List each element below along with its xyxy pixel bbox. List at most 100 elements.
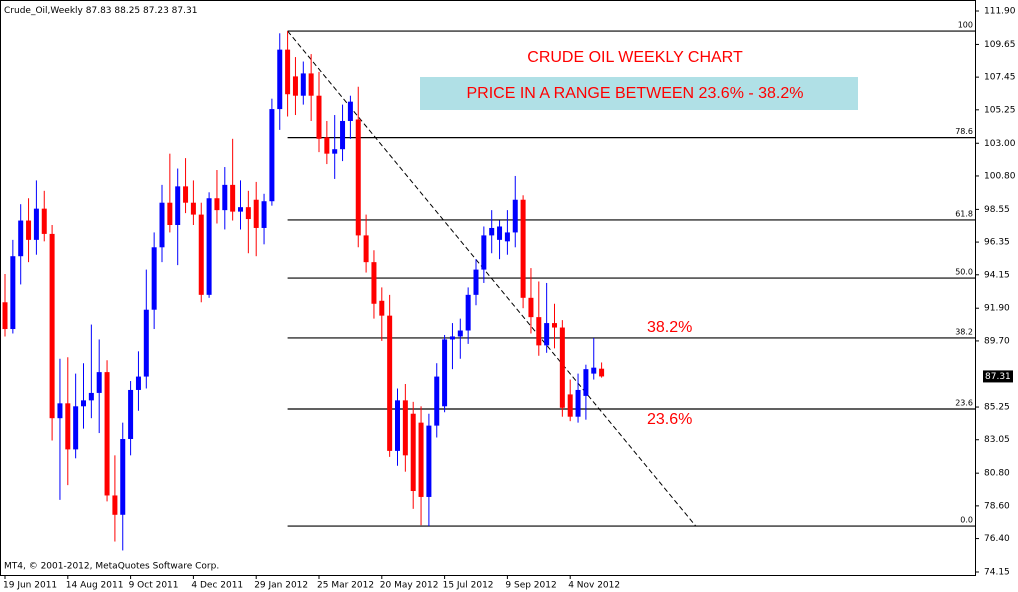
- candle-body: [442, 339, 448, 407]
- candle-body: [347, 101, 353, 121]
- candle-body: [198, 214, 204, 295]
- candle-body: [316, 95, 322, 139]
- x-tick-label: 4 Nov 2012: [568, 581, 620, 591]
- x-tick-label: 15 Jul 2012: [443, 581, 494, 591]
- candle-body: [238, 207, 243, 212]
- candle-body: [481, 235, 487, 270]
- fib-label: 23.6: [955, 398, 973, 407]
- candle-body: [112, 495, 118, 515]
- y-tick-label: 105.25: [984, 105, 1016, 115]
- candle-body: [324, 137, 330, 154]
- candle-body: [190, 202, 196, 215]
- candle-body: [520, 199, 526, 298]
- candle-body: [559, 327, 565, 408]
- fib-label: 50.0: [955, 268, 973, 277]
- candle-body: [567, 394, 573, 417]
- candle-body: [104, 372, 110, 496]
- candle-body: [230, 184, 236, 212]
- candle-body: [81, 400, 86, 407]
- x-tick-label: 9 Oct 2011: [129, 581, 179, 591]
- candle-body: [183, 186, 189, 203]
- candle-body: [96, 372, 102, 393]
- y-tick-label: 96.35: [984, 238, 1010, 248]
- annotation-lower: 23.6%: [647, 411, 692, 428]
- candle-body: [10, 256, 16, 330]
- candle-body: [575, 389, 581, 417]
- symbol: Crude_Oil,Weekly: [4, 6, 84, 16]
- candle-body: [457, 330, 463, 337]
- y-tick-label: 85.25: [984, 403, 1010, 413]
- candle-body: [214, 198, 220, 211]
- candle-body: [418, 422, 424, 497]
- y-tick-label: 98.55: [984, 205, 1010, 215]
- y-tick-label: 100.80: [984, 171, 1016, 181]
- candle-body: [340, 120, 346, 150]
- trendline: [287, 30, 697, 527]
- candle-body: [332, 149, 338, 154]
- copyright: MT4, © 2001-2012, MetaQuotes Software Co…: [4, 562, 219, 572]
- y-tick-label: 74.15: [984, 568, 1010, 578]
- y-tick-label: 103.00: [984, 139, 1016, 149]
- price-label-box: [983, 370, 1013, 383]
- y-tick-label: 109.65: [984, 40, 1016, 50]
- candle-body: [536, 317, 542, 346]
- candle-body: [465, 294, 471, 331]
- candle-body: [41, 208, 47, 234]
- candle-body: [253, 199, 259, 228]
- y-tick-label: 91.90: [984, 304, 1010, 314]
- close: 87.31: [172, 6, 198, 16]
- candle-body: [33, 208, 39, 240]
- x-tick-label: 25 Mar 2012: [317, 581, 374, 591]
- low: 87.23: [143, 6, 169, 16]
- candle-body: [206, 198, 212, 295]
- candle-body: [135, 376, 141, 390]
- candle-body: [497, 226, 503, 240]
- candle-body: [222, 184, 228, 211]
- candle-body: [473, 269, 479, 295]
- candle-body: [269, 109, 275, 202]
- y-tick-label: 111.90: [984, 7, 1016, 17]
- candle-body: [167, 202, 173, 225]
- y-tick-label: 78.60: [984, 501, 1010, 511]
- annotation-box-text: PRICE IN A RANGE BETWEEN 23.6% - 38.2%: [467, 85, 804, 102]
- candle-body: [292, 76, 298, 96]
- candle-body: [544, 323, 550, 346]
- candle-body: [591, 367, 597, 374]
- fib-label: 0.0: [960, 516, 973, 525]
- candle-body: [449, 336, 455, 340]
- x-tick-label: 9 Sep 2012: [505, 581, 556, 591]
- candle-body: [73, 406, 79, 450]
- candle-body: [88, 392, 94, 401]
- price-label: 87.31: [985, 372, 1011, 382]
- candle-body: [599, 368, 605, 377]
- x-tick-label: 4 Dec 2011: [191, 581, 243, 591]
- y-tick-label: 107.45: [984, 73, 1016, 83]
- candle-body: [49, 233, 55, 419]
- candle-body: [143, 309, 149, 377]
- x-tick-label: 20 May 2012: [380, 581, 439, 591]
- y-tick-label: 83.05: [984, 435, 1010, 445]
- high: 88.25: [114, 6, 140, 16]
- candle-body: [65, 403, 71, 450]
- candle-body: [395, 400, 400, 451]
- x-tick-label: 14 Aug 2011: [66, 581, 124, 591]
- candle-body: [159, 202, 165, 248]
- candle-body: [277, 49, 283, 110]
- candle-body: [434, 376, 440, 426]
- candle-body: [512, 199, 518, 233]
- y-tick-label: 80.80: [984, 469, 1010, 479]
- candle-body: [245, 207, 251, 220]
- candle-body: [489, 227, 495, 236]
- candle-body: [379, 300, 385, 316]
- candle-body: [363, 235, 369, 263]
- candle-body: [308, 73, 314, 96]
- y-tick-label: 94.15: [984, 270, 1010, 280]
- candle-body: [583, 369, 589, 396]
- candle-body: [261, 201, 267, 228]
- candle-body: [300, 73, 306, 96]
- candle-body: [410, 413, 416, 492]
- candle-body: [175, 186, 181, 225]
- candle-body: [285, 49, 291, 95]
- candle-body: [18, 220, 24, 257]
